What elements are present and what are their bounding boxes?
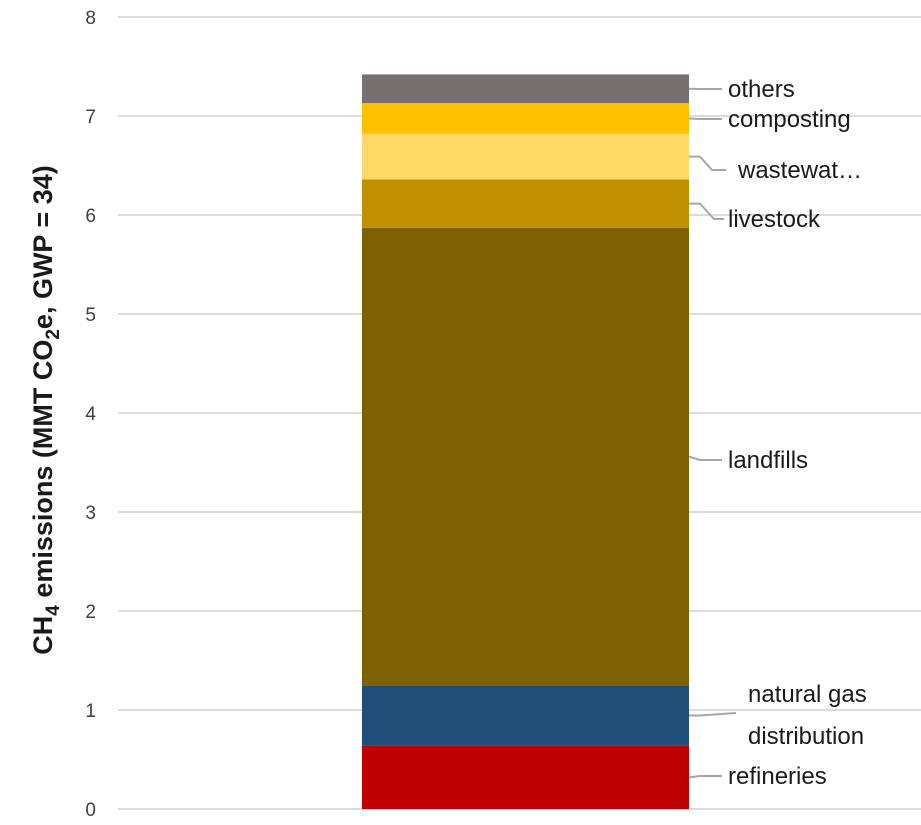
bar-segment-landfills bbox=[362, 228, 689, 685]
leader-line-wastewat bbox=[689, 157, 726, 170]
bar-segment-composting bbox=[362, 103, 689, 134]
label-leaders bbox=[689, 89, 736, 778]
y-axis-title-prefix: CH bbox=[28, 616, 58, 655]
y-axis-title-sub-2: 2 bbox=[43, 329, 64, 340]
y-tick-label-3: 3 bbox=[85, 503, 96, 524]
bar-segment-natural-gas-distribution bbox=[362, 685, 689, 745]
y-tick-label-7: 7 bbox=[85, 107, 96, 128]
bar-segment-livestock bbox=[362, 179, 689, 228]
segment-label-wastewat: wastewat… bbox=[737, 157, 862, 184]
segment-label-landfills: landfills bbox=[728, 447, 808, 474]
segment-label-refineries: refineries bbox=[728, 763, 827, 790]
stacked-bar bbox=[362, 74, 689, 809]
y-tick-label-1: 1 bbox=[85, 701, 96, 722]
y-tick-label-6: 6 bbox=[85, 206, 96, 227]
y-tick-label-2: 2 bbox=[85, 602, 96, 623]
leader-line-landfills bbox=[689, 457, 722, 460]
y-tick-label-8: 8 bbox=[85, 8, 96, 29]
y-axis-ticks: 0 1 2 3 4 5 6 7 8 bbox=[85, 8, 96, 820]
y-tick-label-0: 0 bbox=[85, 800, 96, 820]
segment-label-others: others bbox=[728, 76, 795, 103]
leader-line-natural-gas-distribution bbox=[689, 713, 736, 715]
bar-segment-others bbox=[362, 74, 689, 103]
y-axis-title: CH4 emissions (MMT CO2e, GWP = 34) bbox=[28, 165, 64, 655]
segment-label-composting: composting bbox=[728, 106, 851, 133]
y-tick-label-5: 5 bbox=[85, 305, 96, 326]
bar-segment-wastewat bbox=[362, 134, 689, 180]
leader-line-refineries bbox=[689, 776, 722, 777]
leader-line-composting bbox=[689, 118, 722, 119]
y-axis-title-suffix: e, GWP = 34) bbox=[28, 165, 58, 329]
leader-line-livestock bbox=[689, 204, 724, 219]
bar-segment-refineries bbox=[362, 746, 689, 809]
y-axis-title-sub-4: 4 bbox=[43, 605, 64, 616]
y-axis-title-mid: emissions (MMT CO bbox=[28, 340, 58, 606]
segment-label-livestock: livestock bbox=[728, 206, 821, 233]
y-tick-label-4: 4 bbox=[85, 404, 96, 425]
